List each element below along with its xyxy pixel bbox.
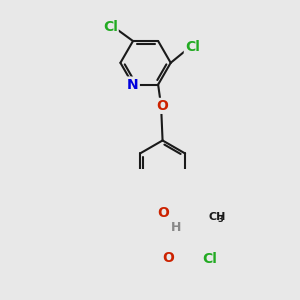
Text: Cl: Cl bbox=[103, 20, 118, 34]
Text: O: O bbox=[157, 206, 169, 220]
Text: N: N bbox=[127, 78, 139, 92]
Text: CH: CH bbox=[208, 212, 226, 222]
Text: H: H bbox=[171, 220, 182, 234]
Text: Cl: Cl bbox=[185, 40, 200, 54]
Text: Cl: Cl bbox=[202, 252, 217, 266]
Text: 3: 3 bbox=[218, 214, 224, 224]
Text: O: O bbox=[157, 99, 169, 113]
Text: O: O bbox=[162, 250, 174, 265]
